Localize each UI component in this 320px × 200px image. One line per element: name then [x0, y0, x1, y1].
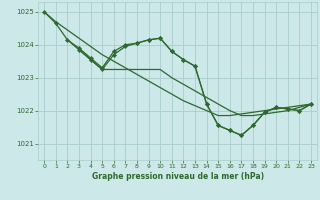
X-axis label: Graphe pression niveau de la mer (hPa): Graphe pression niveau de la mer (hPa) [92, 172, 264, 181]
